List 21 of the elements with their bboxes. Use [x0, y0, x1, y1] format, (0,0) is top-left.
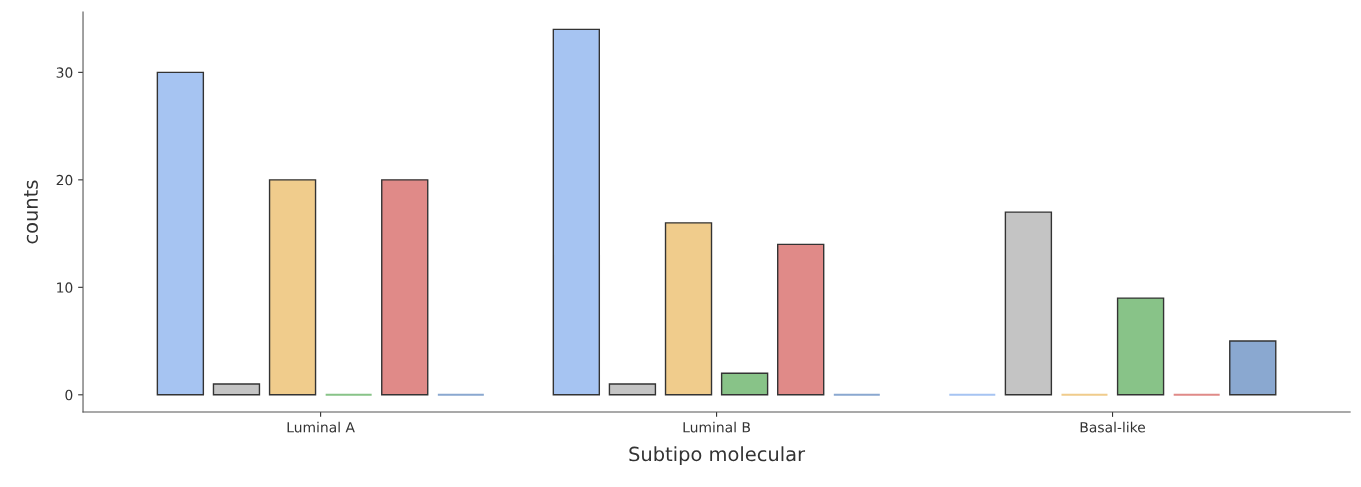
- bar: [1229, 340, 1277, 396]
- x-tick-label: Luminal B: [683, 421, 750, 433]
- y-tick-label: 20: [56, 174, 73, 186]
- bar: [552, 28, 601, 396]
- x-axis-title: Subtipo molecular: [629, 446, 806, 466]
- bar: [381, 179, 429, 396]
- y-tick-label: 30: [56, 67, 73, 78]
- bar: [268, 179, 317, 396]
- bar: [608, 383, 657, 396]
- y-axis-title: counts: [24, 180, 38, 244]
- y-tick-label: 0: [65, 389, 73, 401]
- bar: [212, 383, 261, 396]
- bar: [1116, 297, 1165, 396]
- bar: [156, 71, 205, 396]
- bar: [777, 243, 825, 396]
- x-tick-label: Basal-like: [1080, 421, 1146, 433]
- bar: [664, 222, 713, 396]
- bar: [1004, 211, 1053, 396]
- x-tick-label: Luminal A: [287, 421, 355, 433]
- y-tick-label: 10: [57, 282, 73, 293]
- bar: [720, 372, 769, 396]
